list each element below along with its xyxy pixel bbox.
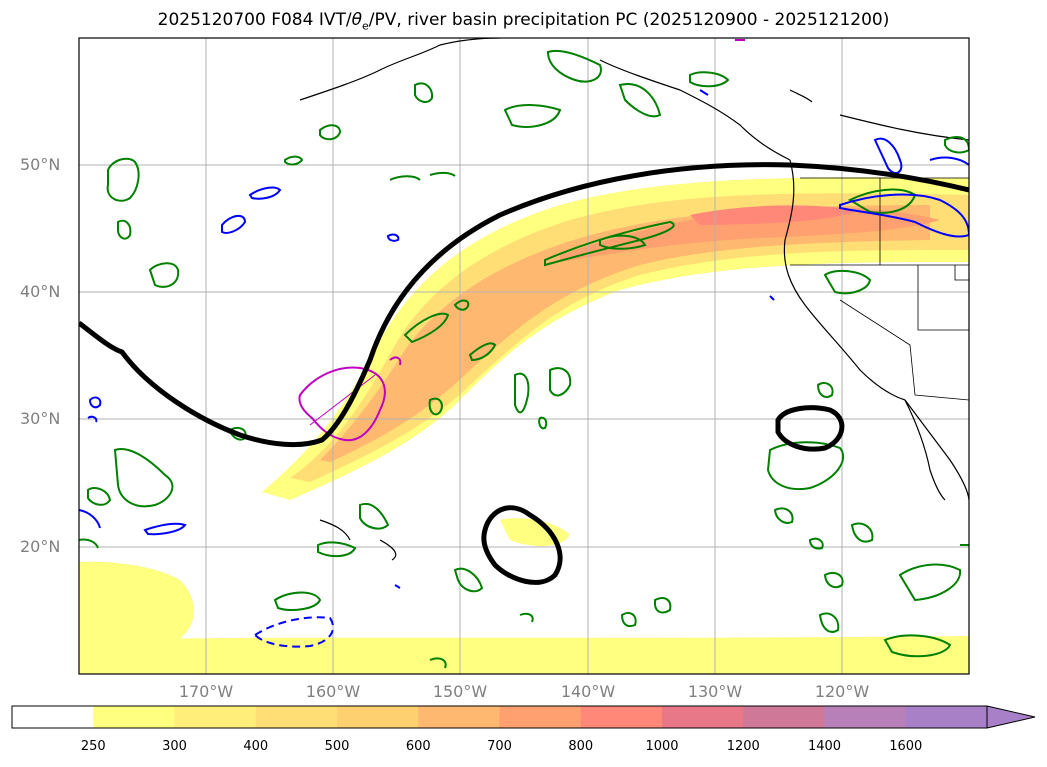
- colorbar-bin-8: [662, 706, 744, 728]
- colorbar-extend-arrow: [987, 706, 1035, 728]
- colorbar-bin-3: [255, 706, 338, 728]
- colorbar-label-400: 400: [243, 739, 269, 754]
- ivt-contours: [79, 162, 969, 585]
- lon-label-160w: 160°W: [305, 682, 361, 701]
- colorbar-label-1600: 1600: [889, 739, 923, 754]
- colorbar: [11, 705, 1036, 729]
- lon-label-170w: 170°W: [178, 682, 234, 701]
- colorbar-bin-10: [824, 706, 907, 728]
- map-title: 2025120700 F084 IVT/θe/PV, river basin p…: [157, 10, 890, 33]
- map-canvas: [78, 37, 970, 675]
- colorbar-bin-9: [743, 706, 825, 728]
- river-basin-outline: [298, 39, 745, 442]
- colorbar-bin-11: [905, 706, 988, 728]
- colorbar-bin-7: [580, 706, 663, 728]
- lat-label-20n: 20°N: [20, 537, 61, 556]
- colorbar-label-300: 300: [162, 739, 187, 754]
- lon-label-130w: 130°W: [687, 682, 743, 701]
- colorbar-frame: [11, 705, 988, 729]
- coastlines: [299, 38, 969, 561]
- colorbar-bin-1: [93, 706, 175, 728]
- lat-label-30n: 30°N: [20, 409, 61, 428]
- colorbar-label-1400: 1400: [807, 739, 842, 754]
- colorbar-label-600: 600: [405, 739, 431, 754]
- ivt-filled-plume: [79, 177, 969, 674]
- lon-label-140w: 140°W: [560, 682, 616, 701]
- colorbar-label-700: 700: [487, 739, 512, 754]
- map-frame: [78, 37, 970, 675]
- map-background: [79, 38, 969, 674]
- colorbar-label-1000: 1000: [645, 739, 679, 754]
- colorbar-label-500: 500: [324, 739, 350, 754]
- colorbar-bin-0: [12, 706, 94, 728]
- colorbar-bin-4: [337, 706, 419, 728]
- colorbar-bin-6: [499, 706, 582, 728]
- lat-label-50n: 50°N: [20, 155, 61, 174]
- colorbar-bin-5: [418, 706, 500, 728]
- colorbar-label-800: 800: [568, 739, 594, 754]
- state-borders: [790, 177, 969, 401]
- colorbar-label-1200: 1200: [726, 739, 760, 754]
- lon-label-120w: 120°W: [814, 682, 870, 701]
- lon-label-150w: 150°W: [432, 682, 488, 701]
- colorbar-label-250: 250: [80, 739, 106, 754]
- colorbar-bin-2: [174, 706, 257, 728]
- graticule: [79, 38, 969, 674]
- lat-label-40n: 40°N: [20, 282, 61, 301]
